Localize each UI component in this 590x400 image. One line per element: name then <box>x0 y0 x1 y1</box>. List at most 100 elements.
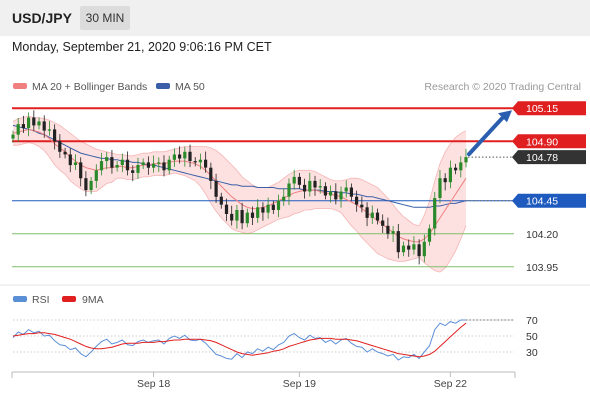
level-label-text: 104.90 <box>526 136 558 148</box>
main-legend: MA 20 + Bollinger Bands MA 50 Research ©… <box>13 81 581 93</box>
candle-body <box>344 187 348 192</box>
candle-body <box>282 196 286 201</box>
candle-body <box>396 231 400 253</box>
level-label-104-78: 104.78 <box>512 150 586 165</box>
candle-body <box>271 204 275 210</box>
level-labels: 105.15 104.90 104.78 104.45 104.20 103.95 <box>512 101 586 274</box>
candle-body <box>224 204 229 214</box>
candle-body <box>250 212 255 218</box>
x-tick-label: Sep 22 <box>434 378 467 390</box>
candle-body <box>407 245 411 250</box>
candle-body <box>131 170 135 173</box>
candle-body <box>204 159 208 168</box>
ma20-line <box>12 128 467 243</box>
level-label-104-45: 104.45 <box>512 193 586 208</box>
timeframe-button[interactable]: 30 MIN <box>80 6 130 30</box>
bollinger-lower-line <box>13 142 467 273</box>
level-label-box <box>512 101 586 116</box>
candle-body <box>79 162 83 179</box>
candle-body <box>386 225 390 234</box>
candle-body <box>188 151 192 161</box>
candle-body <box>162 162 166 171</box>
rsi-tick-label: 30 <box>526 347 538 359</box>
candle-body <box>412 244 416 250</box>
candle-body <box>230 213 234 221</box>
candle-body <box>73 162 78 165</box>
candle-body <box>58 141 62 152</box>
projection-arrow-shaft <box>467 114 506 157</box>
candle-body <box>245 212 249 224</box>
candle-body <box>235 210 239 221</box>
ma20-legend-swatch <box>13 83 27 89</box>
candle-body <box>136 165 140 173</box>
rsi-series-rsi <box>12 319 466 361</box>
candle-body <box>323 186 327 196</box>
candle-body <box>94 170 98 181</box>
candle-body <box>375 212 380 221</box>
candle-body <box>89 180 93 191</box>
candle-body <box>334 191 338 200</box>
x-axis-ticks: Sep 18 Sep 19 Sep 22 <box>137 372 467 390</box>
candle-body <box>32 117 36 126</box>
candle-body <box>391 231 395 234</box>
ma50-line <box>12 124 467 208</box>
candle-body <box>433 198 437 229</box>
candle-body <box>318 186 322 188</box>
chart-header: USD/JPY 30 MIN <box>0 0 590 36</box>
level-label-text: 104.45 <box>526 196 558 208</box>
level-label-104-90: 104.90 <box>512 134 586 149</box>
rsi-tick-label: 70 <box>526 315 538 327</box>
ma50-legend-label: MA 50 <box>175 81 205 93</box>
candle-body <box>209 167 213 181</box>
level-label-box <box>512 134 586 149</box>
rsi-tick-label: 50 <box>526 331 538 343</box>
candle-body <box>355 196 359 205</box>
ma20-legend-label: MA 20 + Bollinger Bands <box>32 81 147 93</box>
candle-body <box>297 176 301 185</box>
candle-body <box>287 183 291 197</box>
candle-body <box>276 200 281 210</box>
level-label-text: 105.15 <box>526 103 558 115</box>
timestamp: Monday, September 21, 2020 9:06:16 PM CE… <box>12 40 272 54</box>
rsi-plot: 70 50 30 <box>12 315 538 361</box>
candle-body <box>11 134 15 139</box>
candle-body <box>214 180 218 197</box>
level-label-box <box>512 150 586 165</box>
candle-body <box>47 129 51 131</box>
candle-body <box>329 191 333 196</box>
candle-body <box>16 124 20 135</box>
candle-body <box>84 178 88 191</box>
rsi-legend-swatch <box>13 296 27 302</box>
x-tick-label: Sep 18 <box>137 378 170 390</box>
candle-body <box>292 176 296 184</box>
ma50-legend-swatch <box>156 83 170 89</box>
level-label-box <box>512 193 586 208</box>
candle-body <box>438 178 442 198</box>
candle-body <box>178 154 182 159</box>
candle-body <box>261 207 265 213</box>
candle-body <box>381 220 385 226</box>
candle-body <box>110 157 114 168</box>
level-label-105-15: 105.15 <box>512 101 586 116</box>
candle-body <box>120 159 124 165</box>
level-label-text: 104.20 <box>526 229 558 241</box>
candle-body <box>308 180 312 192</box>
candle-body <box>42 121 46 131</box>
candle-body <box>219 196 223 205</box>
ma9-legend-swatch <box>62 296 76 302</box>
candle-body <box>448 167 452 183</box>
candle-body <box>27 117 31 129</box>
candle-body <box>157 162 161 164</box>
candle-body <box>443 178 447 183</box>
symbol-label: USD/JPY <box>12 10 72 26</box>
candle-body <box>167 159 171 171</box>
candle-body <box>427 228 432 242</box>
candle-body <box>125 159 130 171</box>
ma9-legend-label: 9MA <box>82 294 104 306</box>
candle-body <box>183 151 187 159</box>
candle-body <box>37 121 41 126</box>
candle-body <box>360 204 364 208</box>
candle-body <box>339 191 343 200</box>
candle-body <box>141 162 145 165</box>
